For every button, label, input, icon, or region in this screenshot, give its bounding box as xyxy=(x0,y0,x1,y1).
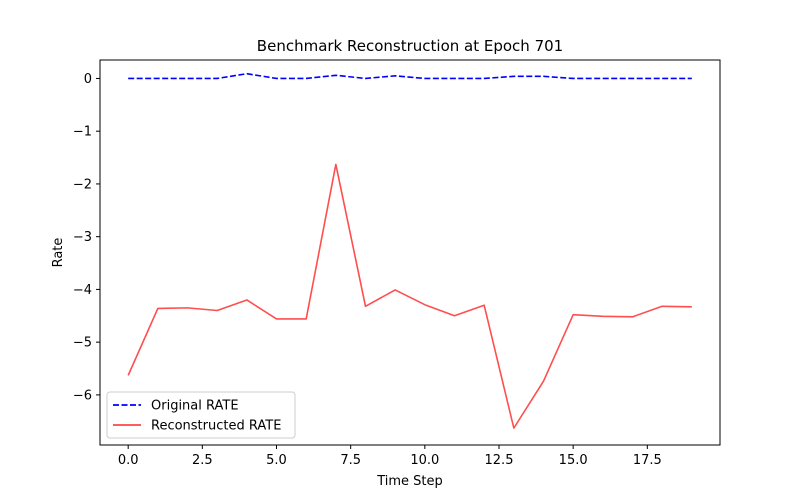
y-tick-label: −2 xyxy=(73,177,92,192)
legend-label-original: Original RATE xyxy=(151,399,239,414)
y-tick-label: −6 xyxy=(73,388,92,403)
x-axis: 0.0 2.5 5.0 7.5 10.0 12.5 15.0 17.5 xyxy=(118,445,662,468)
y-tick-label: −1 xyxy=(73,125,92,140)
x-tick-label: 2.5 xyxy=(192,453,213,468)
y-axis: 0 −1 −2 −3 −4 −5 −6 xyxy=(73,72,100,403)
y-tick-label: −4 xyxy=(73,283,92,298)
y-tick-label: 0 xyxy=(84,72,92,87)
x-tick-label: 17.5 xyxy=(633,453,662,468)
series-line-reconstructed xyxy=(127,163,692,429)
chart-title: Benchmark Reconstruction at Epoch 701 xyxy=(257,37,563,55)
x-tick-label: 7.5 xyxy=(340,453,361,468)
x-tick-label: 0.0 xyxy=(118,453,139,468)
x-tick-label: 15.0 xyxy=(559,453,588,468)
x-axis-label: Time Step xyxy=(376,474,443,489)
legend-label-reconstructed: Reconstructed RATE xyxy=(151,419,281,434)
x-tick-label: 12.5 xyxy=(485,453,514,468)
y-axis-label: Rate xyxy=(51,238,66,268)
legend-box xyxy=(106,391,296,439)
series-line-original xyxy=(128,72,692,80)
plot-frame xyxy=(99,59,721,446)
x-tick-label: 5.0 xyxy=(266,453,287,468)
x-tick-label: 10.0 xyxy=(410,453,439,468)
y-tick-label: −5 xyxy=(73,336,92,351)
legend: Original RATE Reconstructed RATE xyxy=(106,391,296,439)
series-group xyxy=(127,72,692,429)
y-tick-label: −3 xyxy=(73,230,92,245)
